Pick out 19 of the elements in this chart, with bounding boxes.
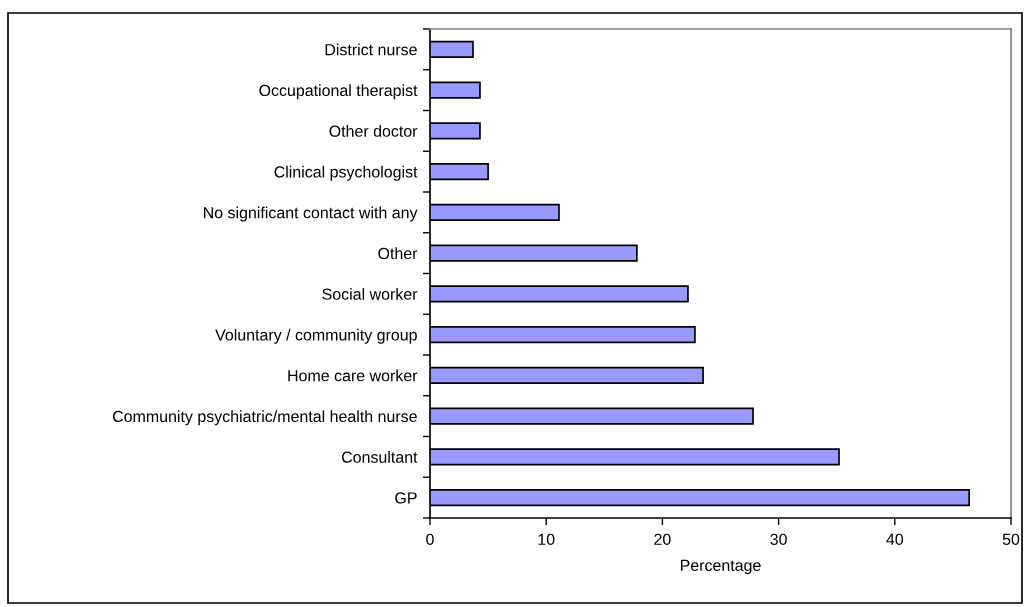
- x-tick-label: 30: [770, 533, 787, 546]
- x-tick-label: 50: [1002, 533, 1020, 546]
- x-tick-label: 0: [426, 533, 434, 546]
- y-tick-label: GP: [395, 492, 417, 504]
- y-tick-label: Occupational therapist: [259, 84, 418, 100]
- y-tick-label: Other doctor: [329, 125, 418, 137]
- y-tick-label: Voluntary / community group: [215, 328, 417, 344]
- y-tick-label: Home care worker: [288, 369, 418, 382]
- x-axis-title: Percentage: [680, 559, 761, 575]
- x-tick-label: 10: [538, 533, 555, 546]
- y-tick-label: Community psychiatric/mental health nurse: [112, 410, 417, 426]
- y-tick-label: Consultant: [341, 451, 418, 463]
- y-tick-label: Other: [378, 247, 418, 260]
- x-tick-label: 40: [886, 533, 904, 546]
- y-tick-label: District nurse: [325, 43, 417, 56]
- y-tick-label: Clinical psychologist: [274, 165, 418, 181]
- y-tick-label: No significant contact with any: [203, 206, 418, 222]
- x-tick-label: 20: [654, 533, 671, 546]
- y-tick-label: Social worker: [322, 288, 418, 300]
